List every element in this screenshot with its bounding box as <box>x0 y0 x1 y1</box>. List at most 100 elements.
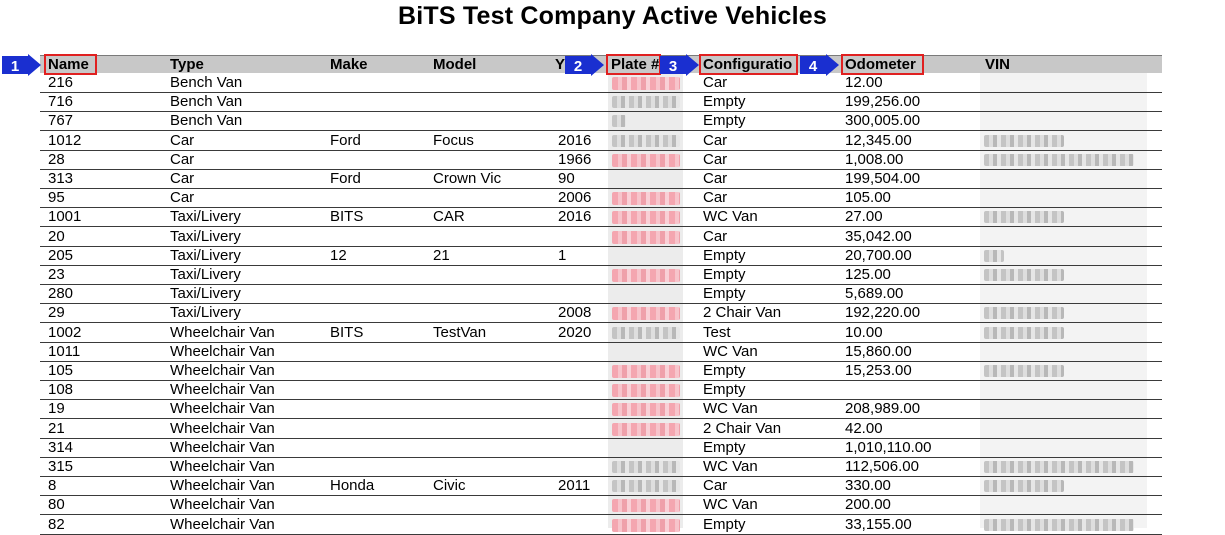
plate-redacted <box>612 518 680 532</box>
table-row[interactable]: 80 Wheelchair Van WC Van 200.00 <box>40 496 1162 516</box>
table-row[interactable]: 21 Wheelchair Van 2 Chair Van 42.00 <box>40 420 1162 439</box>
cell-config: Car <box>703 227 728 245</box>
row-divider <box>40 514 1162 516</box>
vin-redacted <box>984 480 1064 493</box>
table-row[interactable]: 23 Taxi/Livery Empty 125.00 <box>40 266 1162 285</box>
callout-arrow-2-icon: 2 <box>565 54 604 76</box>
cell-year: 2016 <box>558 208 592 226</box>
cell-name: 21 <box>48 419 65 437</box>
cell-model: Civic <box>433 477 466 495</box>
cell-config: Empty <box>703 285 746 303</box>
callout-number-3: 3 <box>669 58 677 75</box>
report-title: BiTS Test Company Active Vehicles <box>398 2 827 30</box>
cell-type: Wheelchair Van <box>170 362 275 379</box>
cell-name: 280 <box>48 285 74 303</box>
table-row[interactable]: 767 Bench Van Empty 300,005.00 <box>40 112 1162 132</box>
table-row[interactable]: 280 Taxi/Livery Empty 5,689.00 <box>40 285 1162 305</box>
table-row[interactable]: 108 Wheelchair Van Empty <box>40 381 1162 401</box>
table-row[interactable]: 314 Wheelchair Van Empty 1,010,110.00 <box>40 439 1162 458</box>
row-divider <box>40 111 1162 113</box>
cell-config: 2 Chair Van <box>703 419 782 437</box>
row-divider <box>40 341 1162 343</box>
table-row[interactable]: 205 Taxi/Livery 12 21 1 Empty 20,700.00 <box>40 247 1162 266</box>
table-row[interactable]: 8 Wheelchair Van Honda Civic 2011 Car 330.00 <box>40 477 1162 497</box>
row-divider <box>40 207 1162 209</box>
cell-odometer: 20,700.00 <box>845 246 912 264</box>
cell-model: TestVan <box>433 323 487 341</box>
plate-redacted <box>612 461 680 473</box>
table-row[interactable]: 82 Wheelchair Van Empty 33,155.00 <box>40 516 1162 535</box>
table-row[interactable]: 1012 Car Ford Focus 2016 Car 12,345.00 <box>40 132 1162 151</box>
cell-name: 19 <box>48 400 65 418</box>
column-header-odometer[interactable]: Odometer <box>845 56 916 73</box>
column-header-name[interactable]: Name <box>48 56 89 73</box>
cell-type: Wheelchair Van <box>170 458 275 475</box>
table-row[interactable]: 216 Bench Van Car 12.00 <box>40 74 1162 93</box>
cell-odometer: 200.00 <box>845 496 891 514</box>
plate-redacted <box>612 153 680 167</box>
column-header-year[interactable]: Y <box>555 56 566 73</box>
table-row[interactable]: 95 Car 2006 Car 105.00 <box>40 189 1162 209</box>
table-row[interactable]: 313 Car Ford Crown Vic 90 Car 199,504.00 <box>40 170 1162 189</box>
row-divider <box>40 130 1162 132</box>
plate-redacted <box>612 365 680 378</box>
vin-redacted <box>984 326 1064 339</box>
column-header-configuration[interactable]: Configuratio <box>703 56 793 73</box>
row-divider <box>40 149 1162 151</box>
cell-type: Taxi/Livery <box>170 246 241 264</box>
highlight-box-name <box>44 54 97 75</box>
callout-arrow-3-icon: 3 <box>660 54 699 76</box>
plate-redacted <box>612 269 680 282</box>
table-row[interactable]: 28 Car 1966 Car 1,008.00 <box>40 151 1162 170</box>
cell-config: WC Van <box>703 400 758 418</box>
plate-redacted <box>612 499 680 513</box>
cell-config: Empty <box>703 515 746 533</box>
plate-redacted <box>612 384 680 398</box>
row-divider <box>40 168 1162 170</box>
column-header-type[interactable]: Type <box>170 56 204 73</box>
plate-redacted <box>612 307 680 321</box>
cell-type: Car <box>170 131 195 149</box>
cell-type: Taxi/Livery <box>170 304 241 322</box>
cell-config: WC Van <box>703 208 758 226</box>
table-row[interactable]: 29 Taxi/Livery 2008 2 Chair Van 192,220.00 <box>40 304 1162 324</box>
plate-redacted <box>612 77 680 90</box>
row-divider <box>40 399 1162 401</box>
row-divider <box>40 380 1162 381</box>
row-divider <box>40 476 1162 477</box>
cell-odometer: 5,689.00 <box>845 285 904 303</box>
cell-type: Taxi/Livery <box>170 208 241 226</box>
cell-year: 2011 <box>558 477 591 495</box>
table-row[interactable]: 19 Wheelchair Van WC Van 208,989.00 <box>40 400 1162 420</box>
table-row[interactable]: 1002 Wheelchair Van BITS TestVan 2020 Test 10.… <box>40 324 1162 343</box>
cell-year: 2020 <box>558 323 592 341</box>
column-header-make[interactable]: Make <box>330 56 368 73</box>
cell-year: 2016 <box>558 131 592 149</box>
cell-make: Honda <box>330 477 375 495</box>
table-row[interactable]: 105 Wheelchair Van Empty 15,253.00 <box>40 362 1162 381</box>
column-header-model[interactable]: Model <box>433 56 477 73</box>
table-row[interactable]: 716 Bench Van Empty 199,256.00 <box>40 93 1162 113</box>
cell-make: Ford <box>330 170 361 187</box>
cell-year: 1966 <box>558 150 592 168</box>
cell-name: 1001 <box>48 208 82 226</box>
cell-config: Empty <box>703 93 746 111</box>
cell-name: 80 <box>48 496 65 514</box>
row-divider <box>40 533 1162 535</box>
table-row[interactable]: 1011 Wheelchair Van WC Van 15,860.00 <box>40 343 1162 362</box>
table-row[interactable]: 20 Taxi/Livery Car 35,042.00 <box>40 228 1162 247</box>
cell-odometer: 35,042.00 <box>845 227 912 245</box>
row-divider <box>40 456 1162 458</box>
cell-make: 12 <box>330 246 347 264</box>
table-row[interactable]: 315 Wheelchair Van WC Van 112,506.00 <box>40 458 1162 477</box>
column-header-vin[interactable]: VIN <box>985 56 1011 73</box>
cell-odometer: 27.00 <box>845 208 883 226</box>
cell-model: Crown Vic <box>433 170 502 187</box>
cell-odometer: 300,005.00 <box>845 112 921 130</box>
plate-redacted <box>612 422 680 436</box>
plate-redacted <box>612 480 680 493</box>
table-row[interactable]: 1001 Taxi/Livery BITS CAR 2016 WC Van 27.00 <box>40 208 1162 228</box>
column-header-plate[interactable]: Plate # <box>611 56 659 73</box>
cell-type: Wheelchair Van <box>170 496 275 514</box>
cell-name: 1011 <box>48 342 81 360</box>
